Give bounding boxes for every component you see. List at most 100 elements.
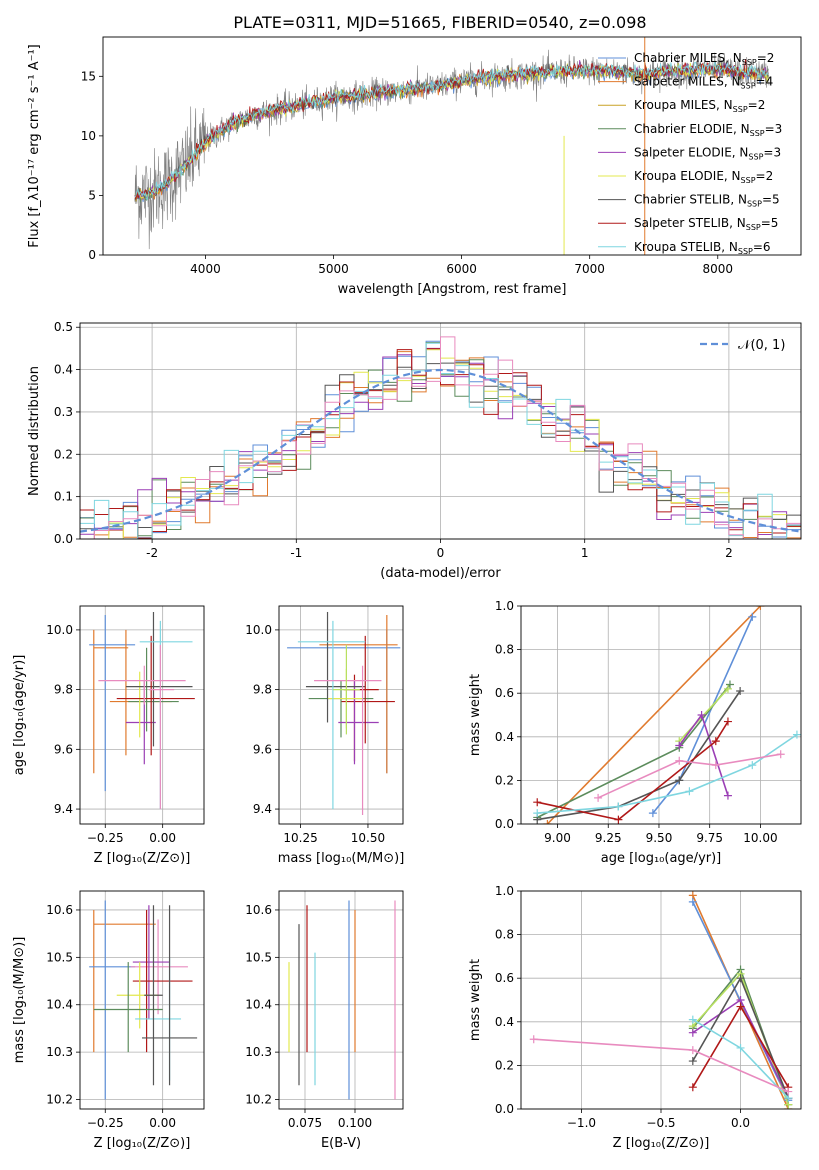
- series-marker: [688, 897, 697, 906]
- series-marker: [688, 1028, 697, 1037]
- x-axis-label: mass [log₁₀(M/M⊙)]: [278, 851, 405, 866]
- series-marker: [748, 761, 757, 770]
- legend-value: =2: [756, 169, 774, 183]
- x-tick-label: 10.50: [351, 831, 385, 845]
- y-tick-label: 10.0: [46, 623, 73, 637]
- x-tick-label: 7000: [574, 262, 605, 276]
- y-tick-label: 0.6: [495, 686, 514, 700]
- series-marker: [533, 809, 542, 818]
- plot-area: [288, 900, 396, 1100]
- series-marker: [688, 1057, 697, 1066]
- x-tick-label: −1.0: [567, 1116, 596, 1130]
- legend-entry: Kroupa STELIB, NSSP=6: [634, 240, 771, 256]
- series-marker: [543, 820, 552, 824]
- y-tick-label: 0.4: [495, 730, 514, 744]
- panel-weight-vs-metallicity: −1.0 −0.5 0.0 0.0 0.2 0.4 0.6 0.8 1.0 Z [log₁₀(Z/…: [468, 884, 802, 1151]
- panel-mass-vs-metallicity: −0.25 0.00 10.2 10.3 10.4 10.5 10.6 Z [log₁₀(Z/…: [12, 890, 205, 1151]
- panel-residual-histogram: -2 -1 0 1 2 0.0 0.1 0.2 0.3 0.4 0.5 𝒩(0, 1) (data-mo…: [27, 320, 802, 581]
- series-line: [537, 721, 729, 821]
- x-tick-label: 1: [581, 546, 589, 560]
- y-tick-label: 0.2: [54, 447, 73, 461]
- series-marker: [748, 612, 757, 621]
- y-axis-label: mass weight: [468, 674, 483, 756]
- x-tick-label: 5000: [318, 262, 349, 276]
- panel-spectrum: 4000 5000 6000 7000 8000 0 5 10 15 Chabrier MILES…: [27, 36, 802, 297]
- legend-entry: 𝒩(0, 1): [738, 338, 785, 353]
- series-marker: [533, 798, 542, 807]
- series-marker: [725, 680, 734, 689]
- legend-subscript: SSP: [748, 152, 763, 161]
- legend-value: =5: [762, 193, 780, 207]
- y-tick-label: 1.0: [495, 599, 514, 613]
- legend-value: =6: [753, 240, 771, 254]
- panel-age-vs-mass: 10.25 10.50 9.4 9.6 9.8 10.0 mass [log₁₀(M/M⊙)…: [245, 605, 405, 866]
- axes-frame: [278, 605, 404, 825]
- series-line: [597, 753, 781, 799]
- series-marker: [594, 793, 603, 802]
- series-marker: [776, 750, 785, 759]
- panel-mass-vs-extinction: 0.075 0.100 10.2 10.3 10.4 10.5 10.6 E(B-V): [245, 890, 404, 1151]
- series-line: [536, 683, 731, 819]
- figure-title: PLATE=0311, MJD=51665, FIBERID=0540, z=0…: [233, 13, 646, 32]
- y-tick-label: 5: [88, 188, 96, 202]
- grid: [521, 890, 801, 1110]
- series-marker: [685, 787, 694, 796]
- series-marker: [736, 974, 745, 983]
- series-line: [546, 606, 761, 824]
- model-spectrum-kroupa_stelib: [134, 61, 769, 201]
- series-marker: [688, 1015, 697, 1024]
- series-marker: [756, 606, 765, 610]
- series-marker: [529, 1035, 538, 1044]
- y-tick-label: 0.8: [495, 928, 514, 942]
- x-tick-label: -1: [290, 546, 302, 560]
- x-tick-label: 0: [437, 546, 445, 560]
- panel-weight-vs-age: 9.00 9.25 9.50 9.75 10.00 0.0 0.2 0.4 0.6 0.8 1.0 a…: [468, 599, 802, 866]
- legend-entry: Chabrier ELODIE, NSSP=3: [634, 122, 782, 138]
- axes-frame: [102, 36, 802, 256]
- axes-frame: [520, 605, 802, 825]
- series-marker: [688, 1046, 697, 1055]
- legend-subscript: SSP: [738, 247, 753, 256]
- y-tick-label: 0.0: [54, 532, 73, 546]
- x-tick-label: 0.0: [731, 1116, 750, 1130]
- series-marker: [711, 761, 720, 770]
- legend-entry: Chabrier STELIB, NSSP=5: [634, 193, 780, 209]
- histogram-series: [80, 336, 801, 539]
- y-tick-label: 0.3: [54, 405, 73, 419]
- series-marker: [675, 756, 684, 765]
- x-tick-label: 9.00: [544, 831, 571, 845]
- x-axis-label: wavelength [Angstrom, rest frame]: [338, 282, 567, 297]
- y-tick-label: 0.2: [495, 1058, 514, 1072]
- y-tick-label: 10.5: [245, 950, 272, 964]
- grid: [521, 605, 801, 825]
- y-axis-label: mass [log₁₀(M/M⊙)]: [12, 937, 27, 1064]
- series-marker: [697, 711, 706, 719]
- x-tick-label: 0.00: [149, 831, 176, 845]
- gaussian-curve: [80, 368, 801, 533]
- y-tick-label: 10.5: [46, 950, 73, 964]
- panel-age-vs-metallicity: −0.25 0.00 9.4 9.6 9.8 10.0 Z [log₁₀(Z/Z⊙)] age…: [12, 605, 205, 866]
- series-marker: [648, 809, 657, 818]
- x-tick-label: 0.100: [338, 1116, 372, 1130]
- plot-area: [529, 891, 793, 1109]
- x-tick-label: 9.75: [696, 831, 723, 845]
- plot-area: [134, 37, 770, 255]
- series-marker: [723, 684, 732, 693]
- x-tick-label: 6000: [446, 262, 477, 276]
- series-marker: [736, 1043, 745, 1052]
- y-axis-label: age [log₁₀(age/yr)]: [12, 655, 27, 776]
- x-axis-label: Z [log₁₀(Z/Z⊙)]: [94, 1136, 191, 1151]
- x-tick-label: 0.00: [149, 1116, 176, 1130]
- y-axis-label: Normed distribution: [27, 366, 42, 496]
- series-marker: [723, 791, 732, 800]
- x-axis-label: (data-model)/error: [380, 566, 501, 581]
- y-tick-label: 0.0: [495, 1102, 514, 1116]
- y-tick-label: 0.4: [54, 363, 73, 377]
- y-tick-label: 10.0: [245, 623, 272, 637]
- series-marker: [675, 741, 684, 750]
- x-tick-label: −0.25: [87, 1116, 124, 1130]
- x-tick-label: 8000: [702, 262, 733, 276]
- legend-subscript: SSP: [746, 223, 761, 232]
- grid: [80, 606, 204, 824]
- series-marker: [675, 776, 684, 785]
